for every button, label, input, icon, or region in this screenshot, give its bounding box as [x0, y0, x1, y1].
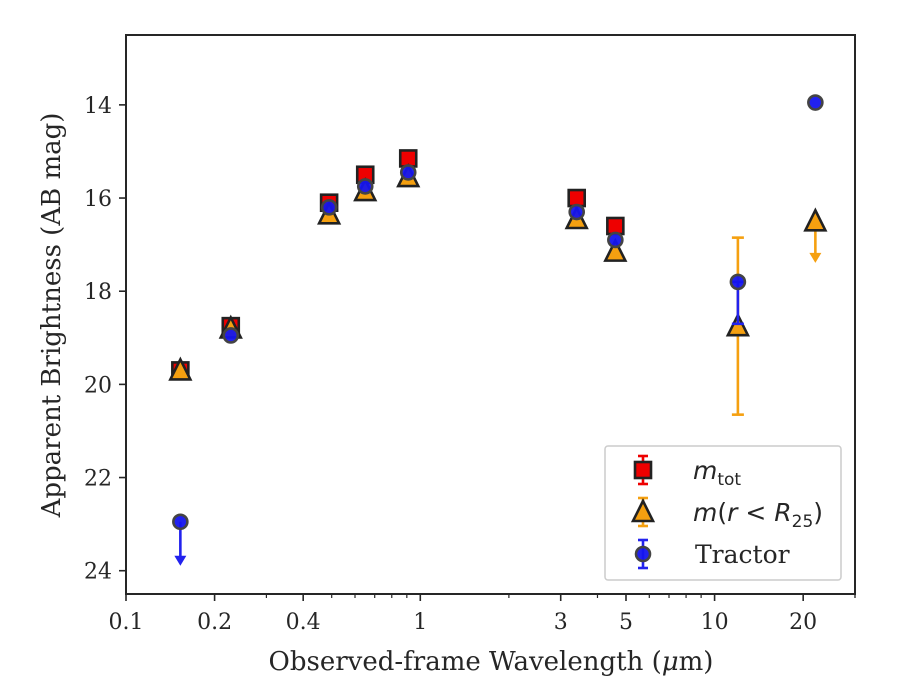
y-tick-label: 16: [84, 187, 112, 212]
tractor-point: [568, 203, 586, 221]
tractor-point: [729, 273, 747, 291]
legend-marker-mr25: [630, 498, 656, 523]
legend-label-part: R: [774, 498, 791, 527]
mr25-point: [603, 237, 628, 262]
y-tick-label: 22: [84, 467, 112, 492]
x-tick-label: 0.1: [109, 610, 144, 635]
mr25-point: [803, 207, 828, 232]
upper-limit-arrowhead: [174, 555, 187, 566]
legend-box: [604, 445, 842, 581]
x-tick-label: 20: [789, 610, 817, 635]
x-tick-label: 10: [701, 610, 729, 635]
legend-label-part: tot: [717, 470, 741, 490]
legend-label-part: m: [693, 498, 717, 527]
legend-label-mtot: mtot: [693, 456, 741, 490]
legend-label-part: 25: [792, 512, 814, 532]
legend-label-part: r: [727, 498, 739, 527]
legend-marker-tractor: [634, 545, 652, 563]
series-mr25: [168, 163, 828, 416]
tractor-point: [356, 178, 374, 195]
tractor-point: [399, 164, 417, 181]
mtot-point: [567, 188, 587, 208]
legend-label-tractor: Tractor: [695, 540, 790, 569]
y-tick-label: 24: [84, 560, 112, 585]
axes: 0.1 0.2 0.4 1 3 5 10 20 14 16 18 20 22 24: [84, 34, 856, 635]
y-tick-label: 14: [84, 94, 112, 119]
mtot-point: [606, 216, 625, 236]
legend-marker-mtot: [633, 460, 653, 480]
x-tick-label: 1: [413, 610, 427, 635]
legend-label-part: <: [737, 498, 774, 527]
plot-marks: [168, 94, 828, 566]
x-tick-label: 0.2: [197, 610, 232, 635]
x-axis-title: Observed-frame Wavelength (μm): [269, 647, 714, 677]
series-mtot: [171, 149, 625, 380]
x-tick-label: 0.4: [286, 610, 321, 635]
upper-limit-arrowhead: [809, 252, 822, 263]
legend-label-part: m: [693, 456, 717, 485]
legend-label-part: (: [717, 498, 727, 527]
tractor-point: [172, 513, 189, 531]
x-tick-label: 5: [619, 610, 633, 635]
legend-label-mr25: m(r < R25): [693, 498, 823, 532]
mr25-point: [725, 312, 750, 337]
tractor-point: [320, 199, 338, 216]
series-tractor: [172, 94, 824, 566]
mr25-point: [168, 356, 193, 381]
legend-label-part: ): [813, 498, 823, 527]
y-axis-title: Apparent Brightness (AB mag): [37, 113, 67, 519]
tractor-point: [607, 231, 624, 249]
tractor-point: [807, 94, 824, 111]
y-tick-label: 20: [84, 373, 112, 398]
plot-frame: [125, 34, 856, 595]
tractor-point: [222, 327, 240, 344]
y-tick-label: 18: [84, 280, 112, 305]
x-tick-label: 3: [554, 610, 568, 635]
